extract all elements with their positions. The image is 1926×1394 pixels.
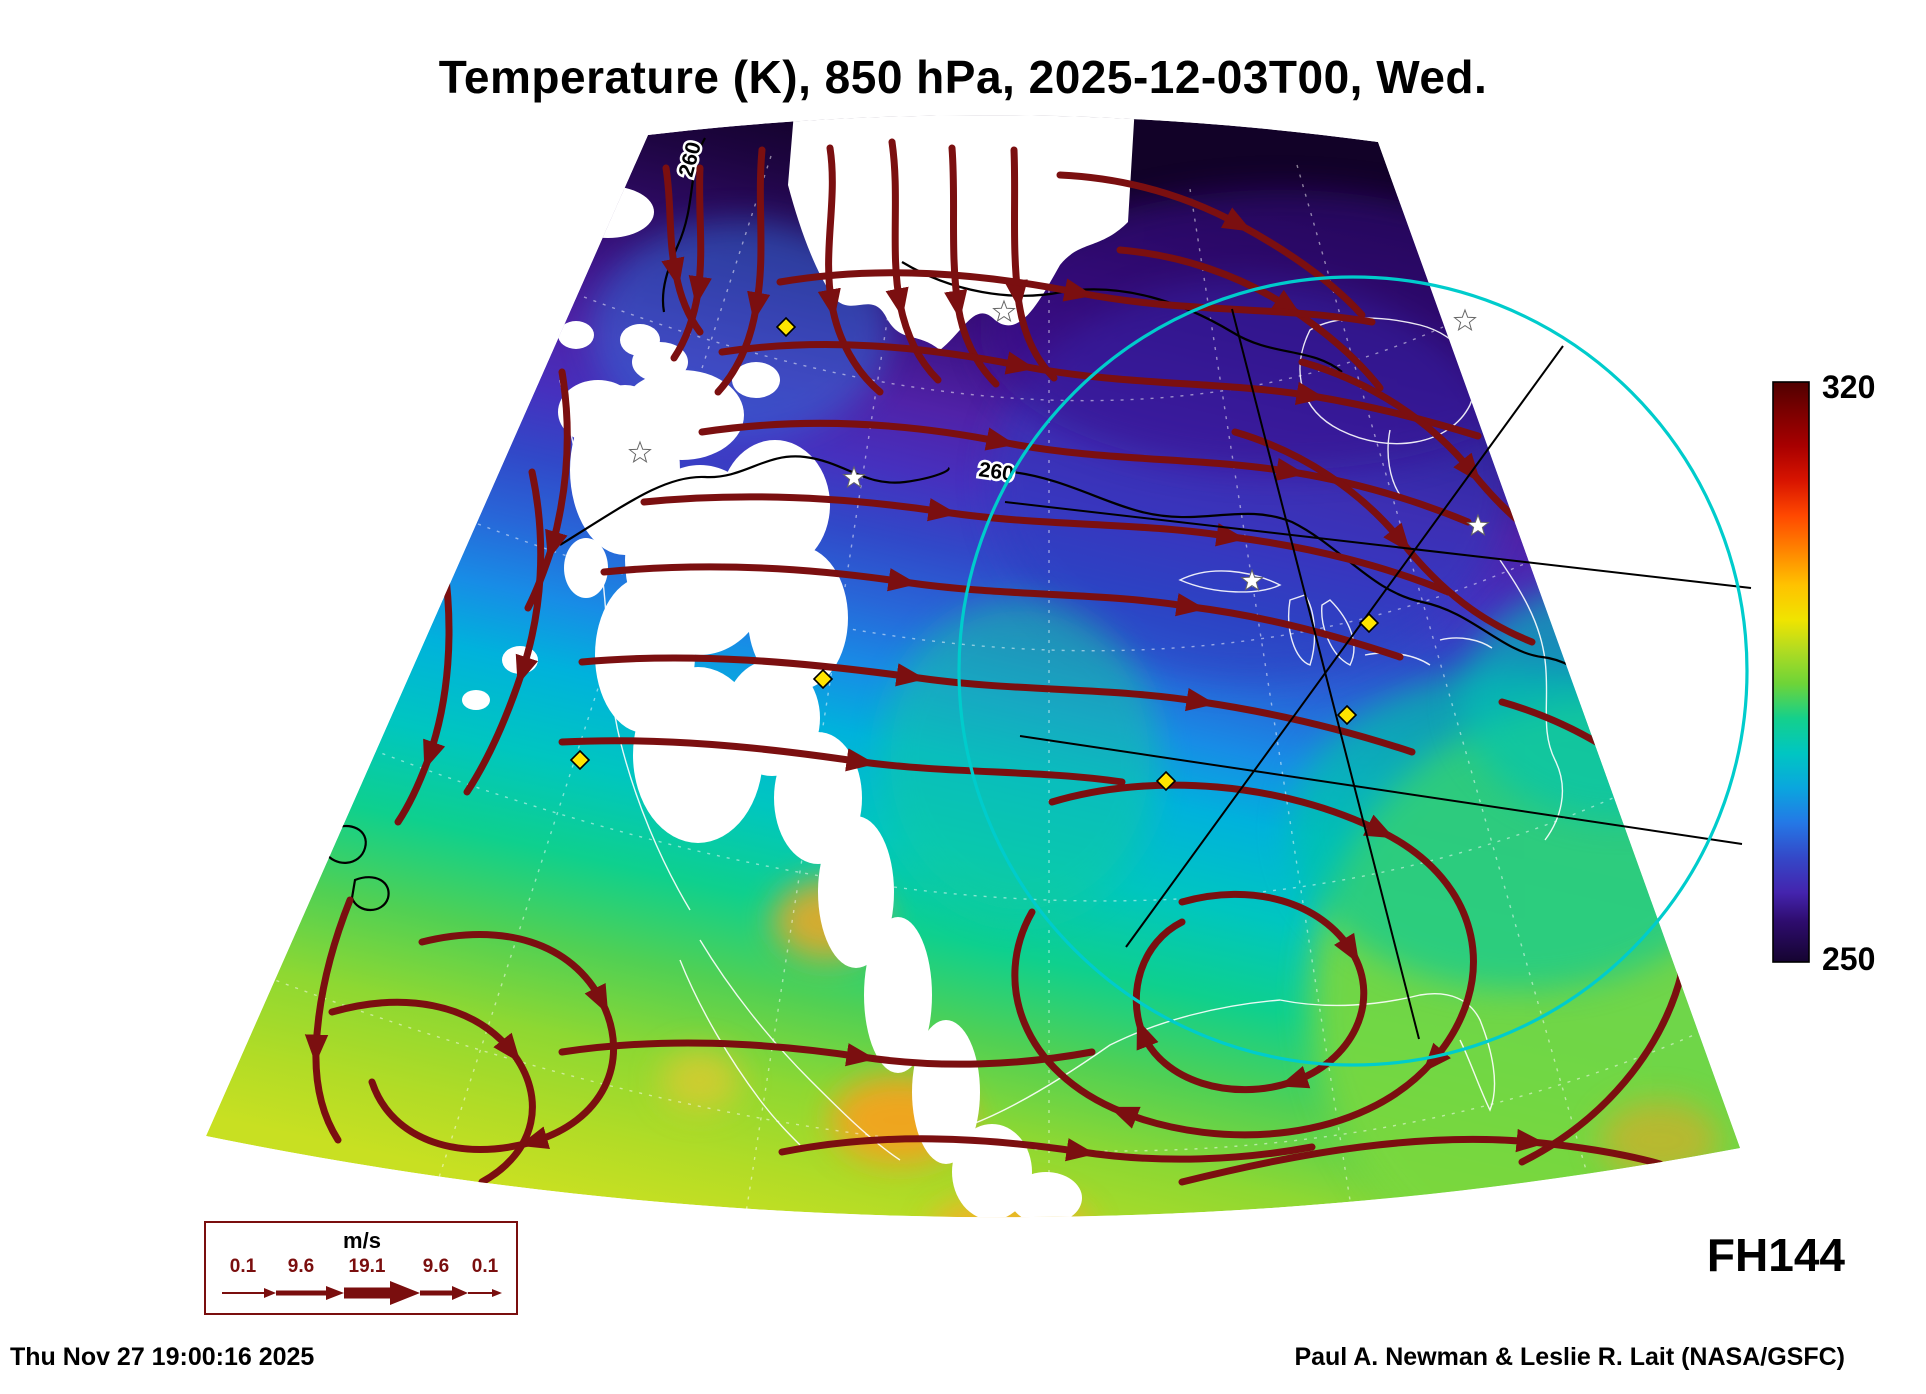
terrain-mask [462,115,1135,1218]
city-star [1454,309,1476,331]
range-ring [957,275,1749,1067]
credit-text: Paul A. Newman & Leslie R. Lait (NASA/GS… [1294,1343,1845,1371]
wind-legend-units: m/s [343,1228,381,1253]
contour-label-260-mid: 260 [977,458,1015,486]
wind-streamlines [304,138,1697,1186]
wind-speed-arrow-glyphs [222,1281,502,1305]
colorbar-min-label: 250 [1822,941,1875,977]
colorbar-gradient [1772,381,1810,963]
wind-speed-legend: m/s 0.1 9.6 19.1 9.6 0.1 [204,1221,518,1315]
colorbar: 320 250 [1772,369,1875,977]
temperature-field: 260 260 [206,115,1740,1218]
wind-speed-label: 9.6 [423,1256,449,1277]
wind-legend-box [204,1221,518,1315]
azimuth-lines [1004,308,1752,1040]
wind-speed-label: 0.1 [472,1256,499,1277]
wind-speed-label: 19.1 [349,1256,386,1277]
wind-speed-label: 9.6 [288,1256,314,1277]
colorbar-max-label: 320 [1822,369,1875,405]
page-title: Temperature (K), 850 hPa, 2025-12-03T00,… [438,51,1488,103]
wind-speed-label: 0.1 [230,1256,257,1277]
forecast-hour-label: FH144 [1706,1229,1845,1281]
generated-timestamp: Thu Nov 27 19:00:16 2025 [10,1343,315,1371]
